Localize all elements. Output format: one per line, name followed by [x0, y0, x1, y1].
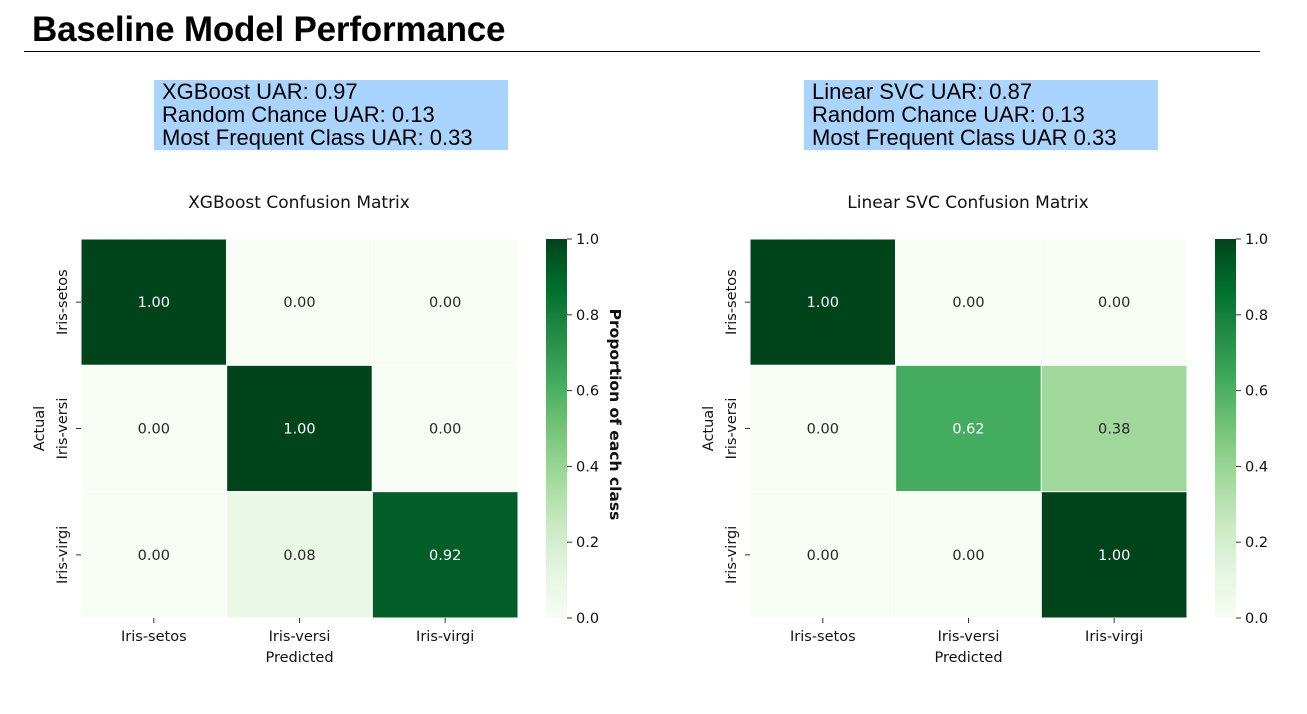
x-axis-label: Predicted — [934, 650, 1002, 666]
colorbar-tick-label: 0.0 — [1245, 611, 1268, 627]
linear-svc-metrics-box: Linear SVC UAR: 0.87 Random Chance UAR: … — [804, 80, 1158, 150]
colorbar-tick-label: 0.0 — [576, 611, 599, 627]
colorbar — [1215, 239, 1236, 618]
cell-value-label: 0.00 — [807, 548, 839, 564]
metric-line: Random Chance UAR: 0.13 — [162, 102, 435, 127]
colorbar-tick-label: 0.8 — [576, 308, 599, 324]
metric-line: Most Frequent Class UAR 0.33 — [812, 125, 1117, 150]
cell-value-label: 1.00 — [1098, 548, 1130, 564]
colorbar-tick-label: 1.0 — [1245, 232, 1268, 248]
cell-value-label: 0.00 — [138, 422, 170, 438]
xgboost-metrics-box: XGBoost UAR: 0.97 Random Chance UAR: 0.1… — [154, 80, 508, 150]
colorbar-tick-label: 0.4 — [1245, 459, 1268, 475]
heatmap-cell — [1040, 491, 1188, 619]
heatmap-cell — [371, 364, 519, 493]
colorbar-label: Proportion of each class — [606, 309, 624, 521]
metric-line: Linear SVC UAR: 0.87 — [812, 79, 1033, 104]
colorbar-tick-label: 0.6 — [1245, 384, 1268, 400]
metric-line: Random Chance UAR: 0.13 — [812, 102, 1085, 127]
cell-value-label: 1.00 — [283, 422, 315, 438]
heatmap-cell — [226, 364, 373, 493]
title-divider — [24, 51, 1260, 52]
colorbar-tick-label: 0.8 — [1245, 308, 1268, 324]
cell-value-label: 1.00 — [138, 295, 170, 311]
cell-value-label: 0.00 — [952, 548, 984, 564]
colorbar-tick-label: 0.2 — [576, 535, 599, 551]
colorbar-tick-label: 0.2 — [1245, 535, 1268, 551]
chart-title: XGBoost Confusion Matrix — [188, 193, 410, 213]
colorbar-tick-label: 0.6 — [576, 384, 599, 400]
x-tick-label: Iris-virgi — [1085, 629, 1143, 645]
heatmap-cell — [80, 364, 228, 493]
heatmap-cell — [371, 238, 519, 366]
cell-value-label: 0.92 — [429, 548, 461, 564]
heatmap-cell — [895, 364, 1042, 493]
x-axis-label: Predicted — [265, 650, 333, 666]
cell-value-label: 0.00 — [138, 548, 170, 564]
cell-value-label: 0.38 — [1098, 422, 1130, 438]
heatmap-cell — [226, 491, 373, 619]
y-tick-label: Iris-virgi — [55, 526, 71, 584]
colorbar-tick-label: 0.4 — [576, 459, 599, 475]
chart-title: Linear SVC Confusion Matrix — [847, 193, 1088, 213]
heatmap-cell — [895, 491, 1042, 619]
x-tick-label: Iris-virgi — [416, 629, 474, 645]
x-tick-label: Iris-setos — [121, 629, 187, 645]
heatmap-cell — [1040, 364, 1188, 493]
heatmap-cell — [749, 491, 897, 619]
colorbar — [546, 239, 567, 618]
cell-value-label: 0.00 — [283, 295, 315, 311]
y-tick-label: Iris-virgi — [724, 526, 740, 584]
y-tick-label: Iris-versi — [724, 398, 740, 460]
cell-value-label: 0.00 — [952, 295, 984, 311]
cell-value-label: 0.00 — [1098, 295, 1130, 311]
y-tick-label: Iris-versi — [55, 398, 71, 460]
x-tick-label: Iris-setos — [790, 629, 856, 645]
metric-line: XGBoost UAR: 0.97 — [162, 79, 358, 104]
y-axis-label: Actual — [32, 406, 48, 451]
heatmap-cell — [226, 238, 373, 366]
cell-value-label: 1.00 — [807, 295, 839, 311]
heatmap-cell — [371, 491, 519, 619]
y-tick-label: Iris-setos — [724, 269, 740, 335]
y-axis-label: Actual — [701, 406, 717, 451]
heatmap-cell — [80, 491, 228, 619]
heatmap-cell — [1040, 238, 1188, 366]
page-title: Baseline Model Performance — [32, 10, 506, 49]
colorbar-tick-label: 1.0 — [576, 232, 599, 248]
heatmap-cell — [895, 238, 1042, 366]
cell-value-label: 0.62 — [952, 422, 984, 438]
cell-value-label: 0.00 — [429, 295, 461, 311]
y-tick-label: Iris-setos — [55, 269, 71, 335]
cell-value-label: 0.00 — [807, 422, 839, 438]
x-tick-label: Iris-versi — [269, 629, 331, 645]
x-tick-label: Iris-versi — [938, 629, 1000, 645]
cell-value-label: 0.08 — [283, 548, 315, 564]
cell-value-label: 0.00 — [429, 422, 461, 438]
metric-line: Most Frequent Class UAR: 0.33 — [162, 125, 473, 150]
